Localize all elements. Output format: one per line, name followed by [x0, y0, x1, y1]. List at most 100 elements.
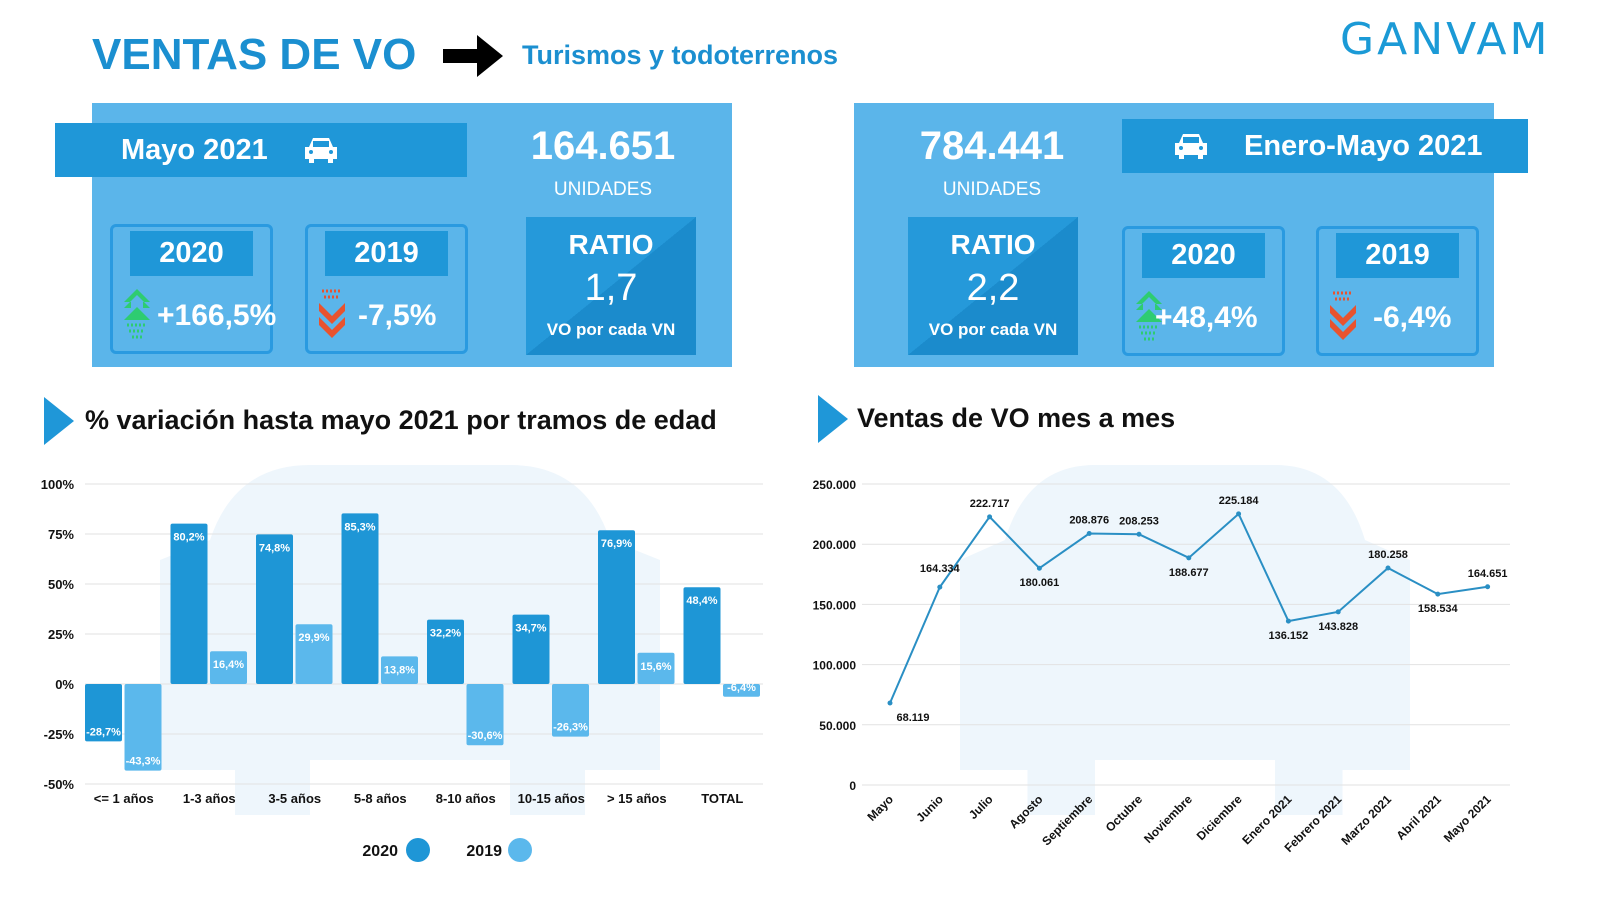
data-point	[1136, 531, 1142, 537]
data-label: 208.876	[1069, 515, 1109, 527]
bar-2020	[341, 513, 379, 684]
data-label: 180.061	[1020, 577, 1060, 589]
data-point	[1036, 565, 1042, 571]
y-tick-label: 200.000	[813, 538, 857, 552]
x-tick-label: Mayo	[865, 792, 897, 824]
period-band: Mayo 2021	[55, 123, 467, 177]
ratio-box: RATIO 2,2 VO por cada VN	[908, 217, 1078, 355]
data-point	[887, 700, 893, 706]
x-tick-label: 5-8 años	[354, 791, 407, 806]
arrow-up-icon	[1136, 291, 1162, 341]
data-point	[1186, 555, 1192, 561]
y-tick-label: 25%	[48, 627, 74, 642]
y-tick-label: -50%	[44, 777, 75, 792]
data-point	[1285, 618, 1291, 624]
legend-label: 2019	[466, 843, 502, 860]
chevron-right-icon	[44, 397, 74, 445]
bar-2020	[170, 523, 208, 684]
compare-year: 2019	[325, 231, 448, 276]
compare-change: +48,4%	[1155, 301, 1258, 334]
units-value: 784.441	[919, 124, 1065, 168]
bar-2019	[295, 624, 333, 684]
data-point	[1086, 531, 1092, 537]
x-tick-label: Marzo 2021	[1338, 792, 1394, 848]
page-title: VENTAS DE VO	[92, 30, 417, 79]
bar-2019	[381, 656, 418, 684]
y-tick-label: 100.000	[813, 659, 857, 673]
data-label: -30,6%	[468, 730, 503, 742]
line-chart-title: Ventas de VO mes a mes	[857, 403, 1176, 433]
arrow-right-icon	[443, 35, 503, 77]
compare-2019: 2019 -6,4%	[1316, 226, 1479, 356]
compare-2020: 2020 +166,5%	[110, 224, 277, 354]
compare-year: 2019	[1336, 233, 1459, 278]
bar-2020	[598, 530, 635, 684]
legend-label: 2020	[362, 843, 398, 860]
car-icon	[304, 138, 337, 163]
data-label: 80,2%	[173, 532, 204, 544]
data-point	[1236, 511, 1242, 517]
car-icon	[1175, 134, 1207, 159]
x-tick-label: Julio	[966, 792, 996, 822]
bar-2019	[637, 652, 675, 684]
data-label: -43,3%	[126, 756, 161, 768]
x-tick-label: Octubre	[1103, 792, 1146, 835]
bar-2020	[427, 619, 464, 684]
bar-2020	[256, 534, 293, 684]
data-point	[937, 584, 943, 590]
units-label: UNIDADES	[942, 179, 1042, 200]
x-tick-label: <= 1 años	[94, 791, 154, 806]
ratio-value: 1,7	[584, 267, 638, 309]
data-label: 164.651	[1468, 568, 1508, 580]
bar-2020	[512, 614, 550, 684]
data-label: -26,3%	[553, 722, 588, 734]
data-label: 222.717	[970, 498, 1010, 510]
data-label: 158.534	[1418, 603, 1459, 615]
x-tick-label: 1-3 años	[183, 791, 236, 806]
compare-2020: 2020 +48,4%	[1122, 226, 1285, 356]
data-label: 68.119	[896, 712, 929, 724]
x-tick-label: Diciembre	[1194, 792, 1245, 843]
compare-change: -6,4%	[1373, 301, 1452, 334]
x-tick-label: Mayo 2021	[1441, 792, 1494, 845]
y-tick-label: 250.000	[813, 478, 857, 492]
bar-2019	[552, 684, 589, 737]
period-label: Enero-Mayo 2021	[1244, 129, 1483, 162]
data-label: 85,3%	[344, 521, 375, 533]
data-label: -28,7%	[86, 726, 121, 738]
ratio-caption: VO por cada VN	[546, 320, 676, 339]
bar-chart: 100% 75% 50% 25% 0% -25% -50% -28,7% -43,3% <= 1 …	[41, 465, 763, 862]
compare-year: 2020	[1142, 233, 1265, 278]
ganvam-logo: GANVAM	[1340, 14, 1551, 65]
compare-2019: 2019 -7,5%	[305, 224, 468, 354]
ratio-label: RATIO	[568, 229, 654, 260]
y-tick-label: 0%	[55, 677, 74, 692]
data-label: -6,4%	[727, 682, 756, 694]
bar-2020	[85, 684, 122, 742]
data-label: 15,6%	[640, 661, 671, 673]
y-tick-label: 50.000	[819, 719, 856, 733]
bar-2019	[124, 684, 162, 771]
x-tick-label: 3-5 años	[268, 791, 321, 806]
units-label: UNIDADES	[553, 179, 653, 200]
y-tick-label: 50%	[48, 577, 74, 592]
x-tick-label: TOTAL	[701, 791, 743, 806]
data-label: 188.677	[1169, 567, 1209, 579]
line-chart: 250.000 200.000 150.000 100.000 50.000 0 68.11…	[813, 465, 1510, 855]
x-tick-label: 10-15 años	[518, 791, 585, 806]
chevron-right-icon	[818, 395, 848, 443]
car-silhouette-icon	[960, 465, 1410, 815]
bar-2019	[210, 651, 247, 684]
data-label: 180.258	[1368, 549, 1408, 561]
data-label: 225.184	[1219, 495, 1260, 507]
data-label: 16,4%	[213, 659, 244, 671]
units-value: 164.651	[530, 124, 676, 168]
data-label: 32,2%	[430, 628, 461, 640]
ratio-box: RATIO 1,7 VO por cada VN	[526, 217, 696, 355]
data-label: 13,8%	[384, 664, 415, 676]
compare-change: +166,5%	[157, 299, 277, 332]
bar-2020	[683, 587, 721, 684]
data-label: 29,9%	[298, 632, 329, 644]
y-tick-label: 150.000	[813, 598, 857, 612]
data-label: 143.828	[1318, 621, 1358, 633]
